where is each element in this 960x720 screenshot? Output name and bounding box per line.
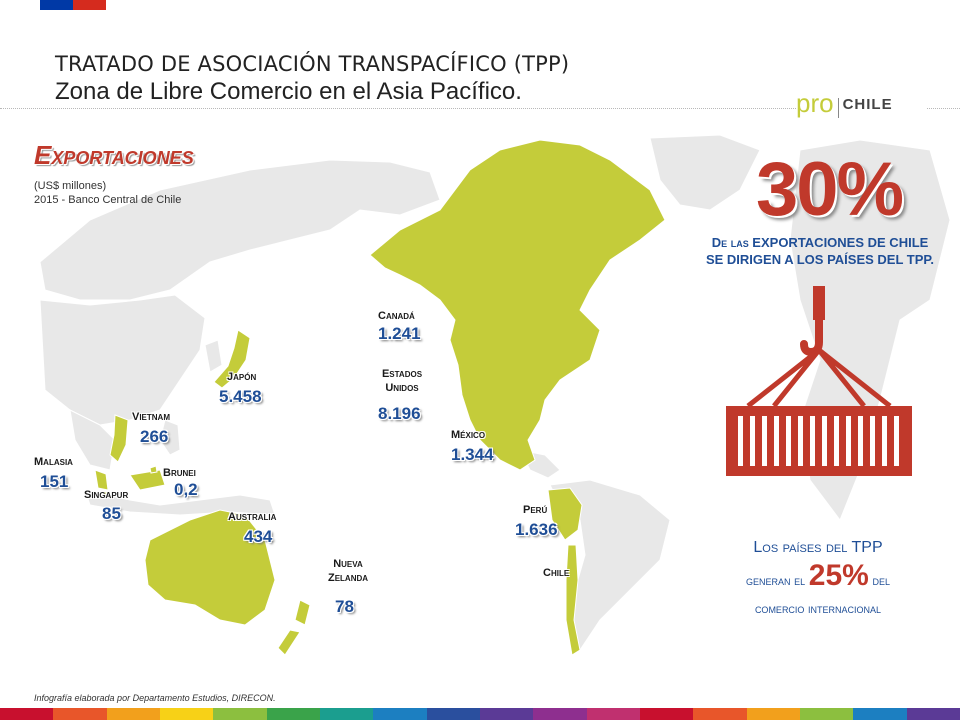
region-greenland [649, 134, 761, 211]
label-usa: Estados Unidos [381, 368, 423, 394]
region-peru [547, 487, 583, 541]
region-singapore [102, 491, 109, 497]
value-usa: 8.196 [378, 404, 421, 423]
label-peru: Perú [523, 504, 548, 516]
label-australia: Australia [228, 511, 277, 523]
logo-chile: CHILE [842, 96, 893, 113]
exports-unit: (US$ millones) [34, 180, 107, 192]
flag-bar [40, 0, 106, 10]
exports-source: 2015 - Banco Central de Chile [34, 194, 182, 206]
label-canada: Canadá [378, 310, 415, 322]
tpp-note-line1: Los países del TPP [753, 539, 883, 556]
label-japan: Japón [227, 371, 257, 383]
page-title: TRATADO DE ASOCIACIÓN TRANSPACÍFICO (TPP… [55, 52, 570, 76]
footer-credit: Infografía elaborada por Departamento Es… [34, 693, 276, 703]
divider [0, 108, 960, 109]
region-new-zealand [277, 599, 311, 656]
value-japan: 5.458 [219, 387, 262, 406]
label-chile: Chile [543, 567, 570, 579]
region-vietnam [109, 414, 129, 463]
label-singapore: Singapur [84, 489, 129, 501]
tpp-note-line2: generan el 25% del [746, 559, 890, 592]
region-japan [213, 329, 251, 389]
value-singapore: 85 [102, 504, 121, 523]
region-brunei [149, 465, 158, 474]
region-chile [565, 544, 581, 656]
label-vietnam: Vietnam [132, 411, 171, 423]
value-vietnam: 266 [140, 427, 169, 446]
label-mexico: México [451, 429, 486, 441]
highlight-line1: De las EXPORTACIONES DE CHILE [711, 235, 929, 250]
color-strip [0, 708, 960, 720]
value-canada: 1.241 [378, 324, 421, 343]
highlight-line2: SE DIRIGEN A LOS PAÍSES DEL TPP. [705, 252, 935, 267]
highlight-description: De las EXPORTACIONES DE CHILE SE DIRIGEN… [700, 234, 940, 268]
label-new-zealand: Nueva Zelanda [327, 558, 369, 584]
tpp-note-line3: comercio internacional [754, 601, 882, 616]
container-crane-icon [726, 286, 912, 476]
region-malaysia [94, 469, 166, 491]
prochile-logo: pro CHILE [796, 88, 926, 120]
tpp-note-percent: 25% [808, 559, 869, 592]
value-malaysia: 151 [40, 472, 69, 491]
value-brunei: 0,2 [174, 480, 198, 499]
region-indonesia [84, 489, 276, 516]
logo-pro: pro [796, 88, 834, 118]
value-australia: 434 [244, 527, 273, 546]
exports-title: Exportaciones [34, 140, 194, 170]
region-russia [39, 159, 441, 301]
region-korea [204, 339, 223, 373]
value-peru: 1.636 [515, 520, 558, 539]
tpp-note: Los países del TPP generan el 25% del co… [700, 534, 936, 623]
value-new-zealand: 78 [335, 597, 354, 616]
region-china [39, 294, 206, 426]
region-north-america [369, 139, 666, 471]
value-mexico: 1.344 [451, 445, 494, 464]
page-subtitle: Zona de Libre Comercio en el Asia Pacífi… [55, 78, 522, 105]
region-south-america [549, 479, 671, 651]
region-sea-mainland [69, 409, 116, 471]
region-philippines [159, 419, 181, 456]
exports-subtitle: (US$ millones) 2015 - Banco Central de C… [34, 179, 181, 207]
label-brunei: Brunei [163, 467, 196, 479]
label-malaysia: Malasia [34, 456, 73, 468]
highlight-percent: 30% [756, 147, 904, 232]
region-australia [144, 509, 276, 626]
